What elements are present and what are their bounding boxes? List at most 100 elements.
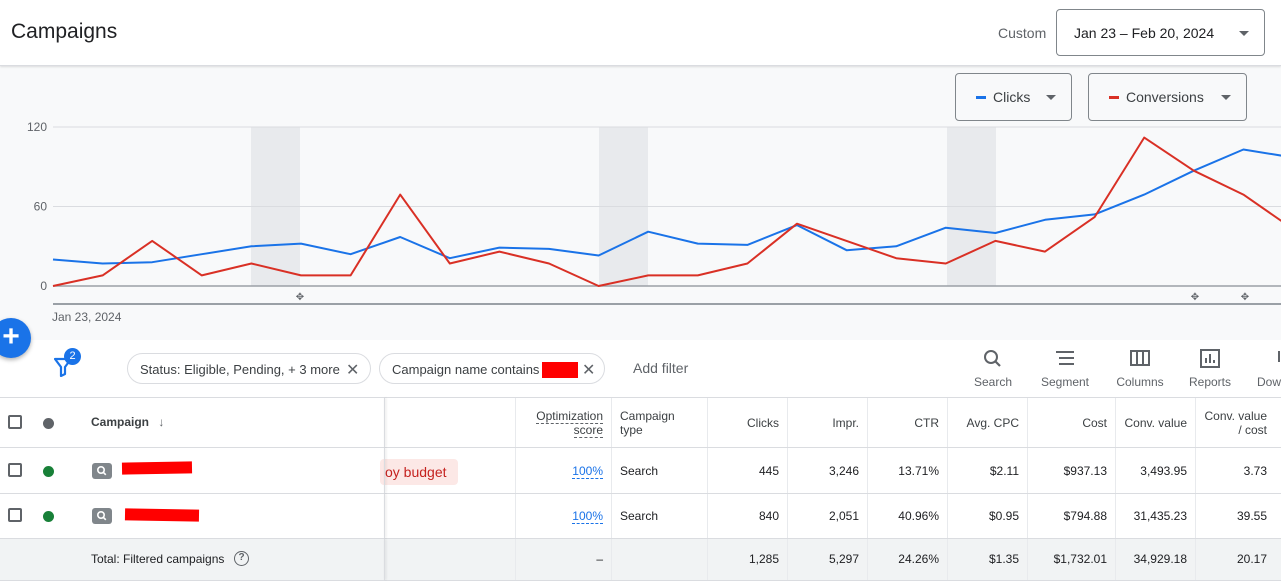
series-line-clicks (52, 148, 1281, 265)
redacted-campaign-name[interactable] (121, 461, 193, 475)
column-header-conv-value-cost[interactable]: Conv. value / cost (1196, 409, 1267, 437)
filter-chip-label: Campaign name contains (392, 362, 540, 377)
column-header-label: Campaign (91, 415, 150, 429)
column-header-optimization-score[interactable]: Optimization score (517, 409, 603, 438)
column-header-impr[interactable]: Impr. (832, 416, 859, 430)
campaigns-table: Campaign ↓ Optimization score Campaign t… (0, 397, 1281, 581)
metric-selector-clicks[interactable]: Clicks (955, 73, 1072, 121)
toolbar-segment[interactable]: Segment (1030, 348, 1100, 393)
conv-value-cell: 3,493.95 (1140, 464, 1187, 478)
conv-value-cost-cell: 3.73 (1243, 464, 1267, 478)
metric-label-clicks: Clicks (993, 89, 1031, 105)
column-header-label: / cost (1238, 423, 1267, 437)
total-opt-score: – (596, 552, 603, 566)
chevron-down-icon (1221, 95, 1231, 100)
annotation-marker-icon: ✥ (296, 292, 304, 303)
conversions-swatch-icon (1109, 96, 1119, 99)
filter-chip-campaign-name[interactable]: Campaign name contains ✕ (379, 353, 605, 384)
close-icon[interactable]: ✕ (582, 362, 596, 379)
row-checkbox[interactable] (8, 463, 22, 477)
y-tick-label: 120 (27, 120, 47, 134)
create-button[interactable]: + (0, 318, 31, 358)
y-tick-label: 60 (34, 200, 48, 214)
column-header-ctr[interactable]: CTR (914, 416, 939, 430)
search-icon (984, 350, 1001, 367)
page-header: Campaigns Custom Jan 23 – Feb 20, 2024 (0, 0, 1281, 66)
toolbar-download[interactable]: Down (1245, 348, 1281, 393)
total-conv-value-cost: 20.17 (1236, 552, 1267, 566)
select-all-checkbox[interactable] (8, 415, 22, 429)
metric-selector-conversions[interactable]: Conversions (1088, 73, 1247, 121)
total-conv-value: 34,929.18 (1133, 552, 1187, 566)
total-avg-cpc: $1.35 (988, 552, 1019, 566)
page-title: Campaigns (11, 20, 118, 43)
clicks-cell: 445 (758, 464, 779, 478)
conv-value-cost-cell: 39.55 (1236, 509, 1267, 523)
sort-arrow-icon: ↓ (158, 415, 165, 429)
plus-icon: + (2, 320, 20, 353)
avg-cpc-cell: $2.11 (989, 464, 1019, 478)
segment-icon (1056, 351, 1074, 365)
close-icon[interactable]: ✕ (346, 362, 360, 379)
series-line-conversions (52, 136, 1281, 287)
row-checkbox[interactable] (8, 508, 22, 522)
toolbar-label: Reports (1188, 375, 1232, 389)
y-tick-label: 0 (40, 279, 47, 293)
column-header-label: Campaign (620, 409, 675, 423)
filter-count-badge: 2 (64, 348, 81, 365)
toolbar-reports[interactable]: Reports (1175, 348, 1245, 393)
annotation-marker-icon: ✥ (1241, 292, 1249, 303)
line-chart: 0 60 120 ✥ ✥ ✥ Jan 23, 2024 (27, 120, 1281, 324)
redacted-text (542, 362, 578, 378)
status-text: oy budget (385, 464, 447, 480)
help-icon[interactable]: ? (234, 551, 249, 566)
status-budget-chip[interactable]: oy budget (380, 459, 458, 485)
optimization-score-cell[interactable]: 100% (517, 464, 603, 479)
status-enabled-icon (43, 466, 54, 477)
filter-chip-status[interactable]: Status: Eligible, Pending, + 3 more ✕ (127, 353, 371, 384)
total-label: Total: Filtered campaigns (91, 552, 225, 566)
redacted-campaign-name[interactable] (124, 508, 200, 522)
frozen-column-divider (384, 448, 385, 493)
column-header-label: score (573, 423, 603, 438)
cost-cell: $794.88 (1063, 509, 1107, 523)
column-header-conv-value[interactable]: Conv. value (1124, 416, 1187, 430)
date-range-picker[interactable]: Jan 23 – Feb 20, 2024 (1056, 9, 1265, 56)
frozen-column-divider (384, 494, 385, 538)
table-row: oy budget 100% Search 445 3,246 13.71% $… (0, 448, 1281, 494)
conv-value-cell: 31,435.23 (1133, 509, 1187, 523)
table-header-row: Campaign ↓ Optimization score Campaign t… (0, 397, 1281, 448)
optimization-score-cell[interactable]: 100% (517, 509, 603, 524)
chevron-down-icon (1239, 31, 1249, 36)
column-header-cost[interactable]: Cost (1082, 416, 1107, 430)
campaign-type-cell: Search (620, 509, 659, 523)
toolbar-label: Search (973, 375, 1013, 389)
frozen-column-divider (384, 398, 385, 447)
date-range-text: Jan 23 – Feb 20, 2024 (1074, 25, 1215, 41)
toolbar-search[interactable]: Search (958, 348, 1028, 393)
impr-cell: 3,246 (828, 464, 859, 478)
table-row: 100% Search 840 2,051 40.96% $0.95 $794.… (0, 494, 1281, 539)
toolbar-columns[interactable]: Columns (1105, 348, 1175, 393)
search-campaign-icon (92, 508, 112, 524)
column-header-clicks[interactable]: Clicks (747, 416, 779, 430)
column-header-avg-cpc[interactable]: Avg. CPC (966, 416, 1019, 430)
status-enabled-icon (43, 511, 54, 522)
clicks-swatch-icon (976, 96, 986, 99)
optimization-score-link[interactable]: 100% (572, 509, 603, 524)
column-header-campaign[interactable]: Campaign ↓ (91, 415, 164, 429)
total-clicks: 1,285 (748, 552, 779, 566)
column-header-campaign-type[interactable]: Campaign type (620, 409, 675, 437)
add-filter-button[interactable]: Add filter (633, 360, 689, 376)
ctr-cell: 40.96% (898, 509, 939, 523)
status-header-icon (43, 418, 54, 429)
toolbar-label: Columns (1116, 375, 1164, 389)
columns-icon (1130, 350, 1150, 366)
optimization-score-link[interactable]: 100% (572, 464, 603, 479)
column-header-label: type (620, 423, 643, 437)
cost-cell: $937.13 (1063, 464, 1107, 478)
total-ctr: 24.26% (898, 552, 939, 566)
total-impr: 5,297 (828, 552, 859, 566)
ctr-cell: 13.71% (898, 464, 939, 478)
total-cost: $1,732.01 (1053, 552, 1107, 566)
